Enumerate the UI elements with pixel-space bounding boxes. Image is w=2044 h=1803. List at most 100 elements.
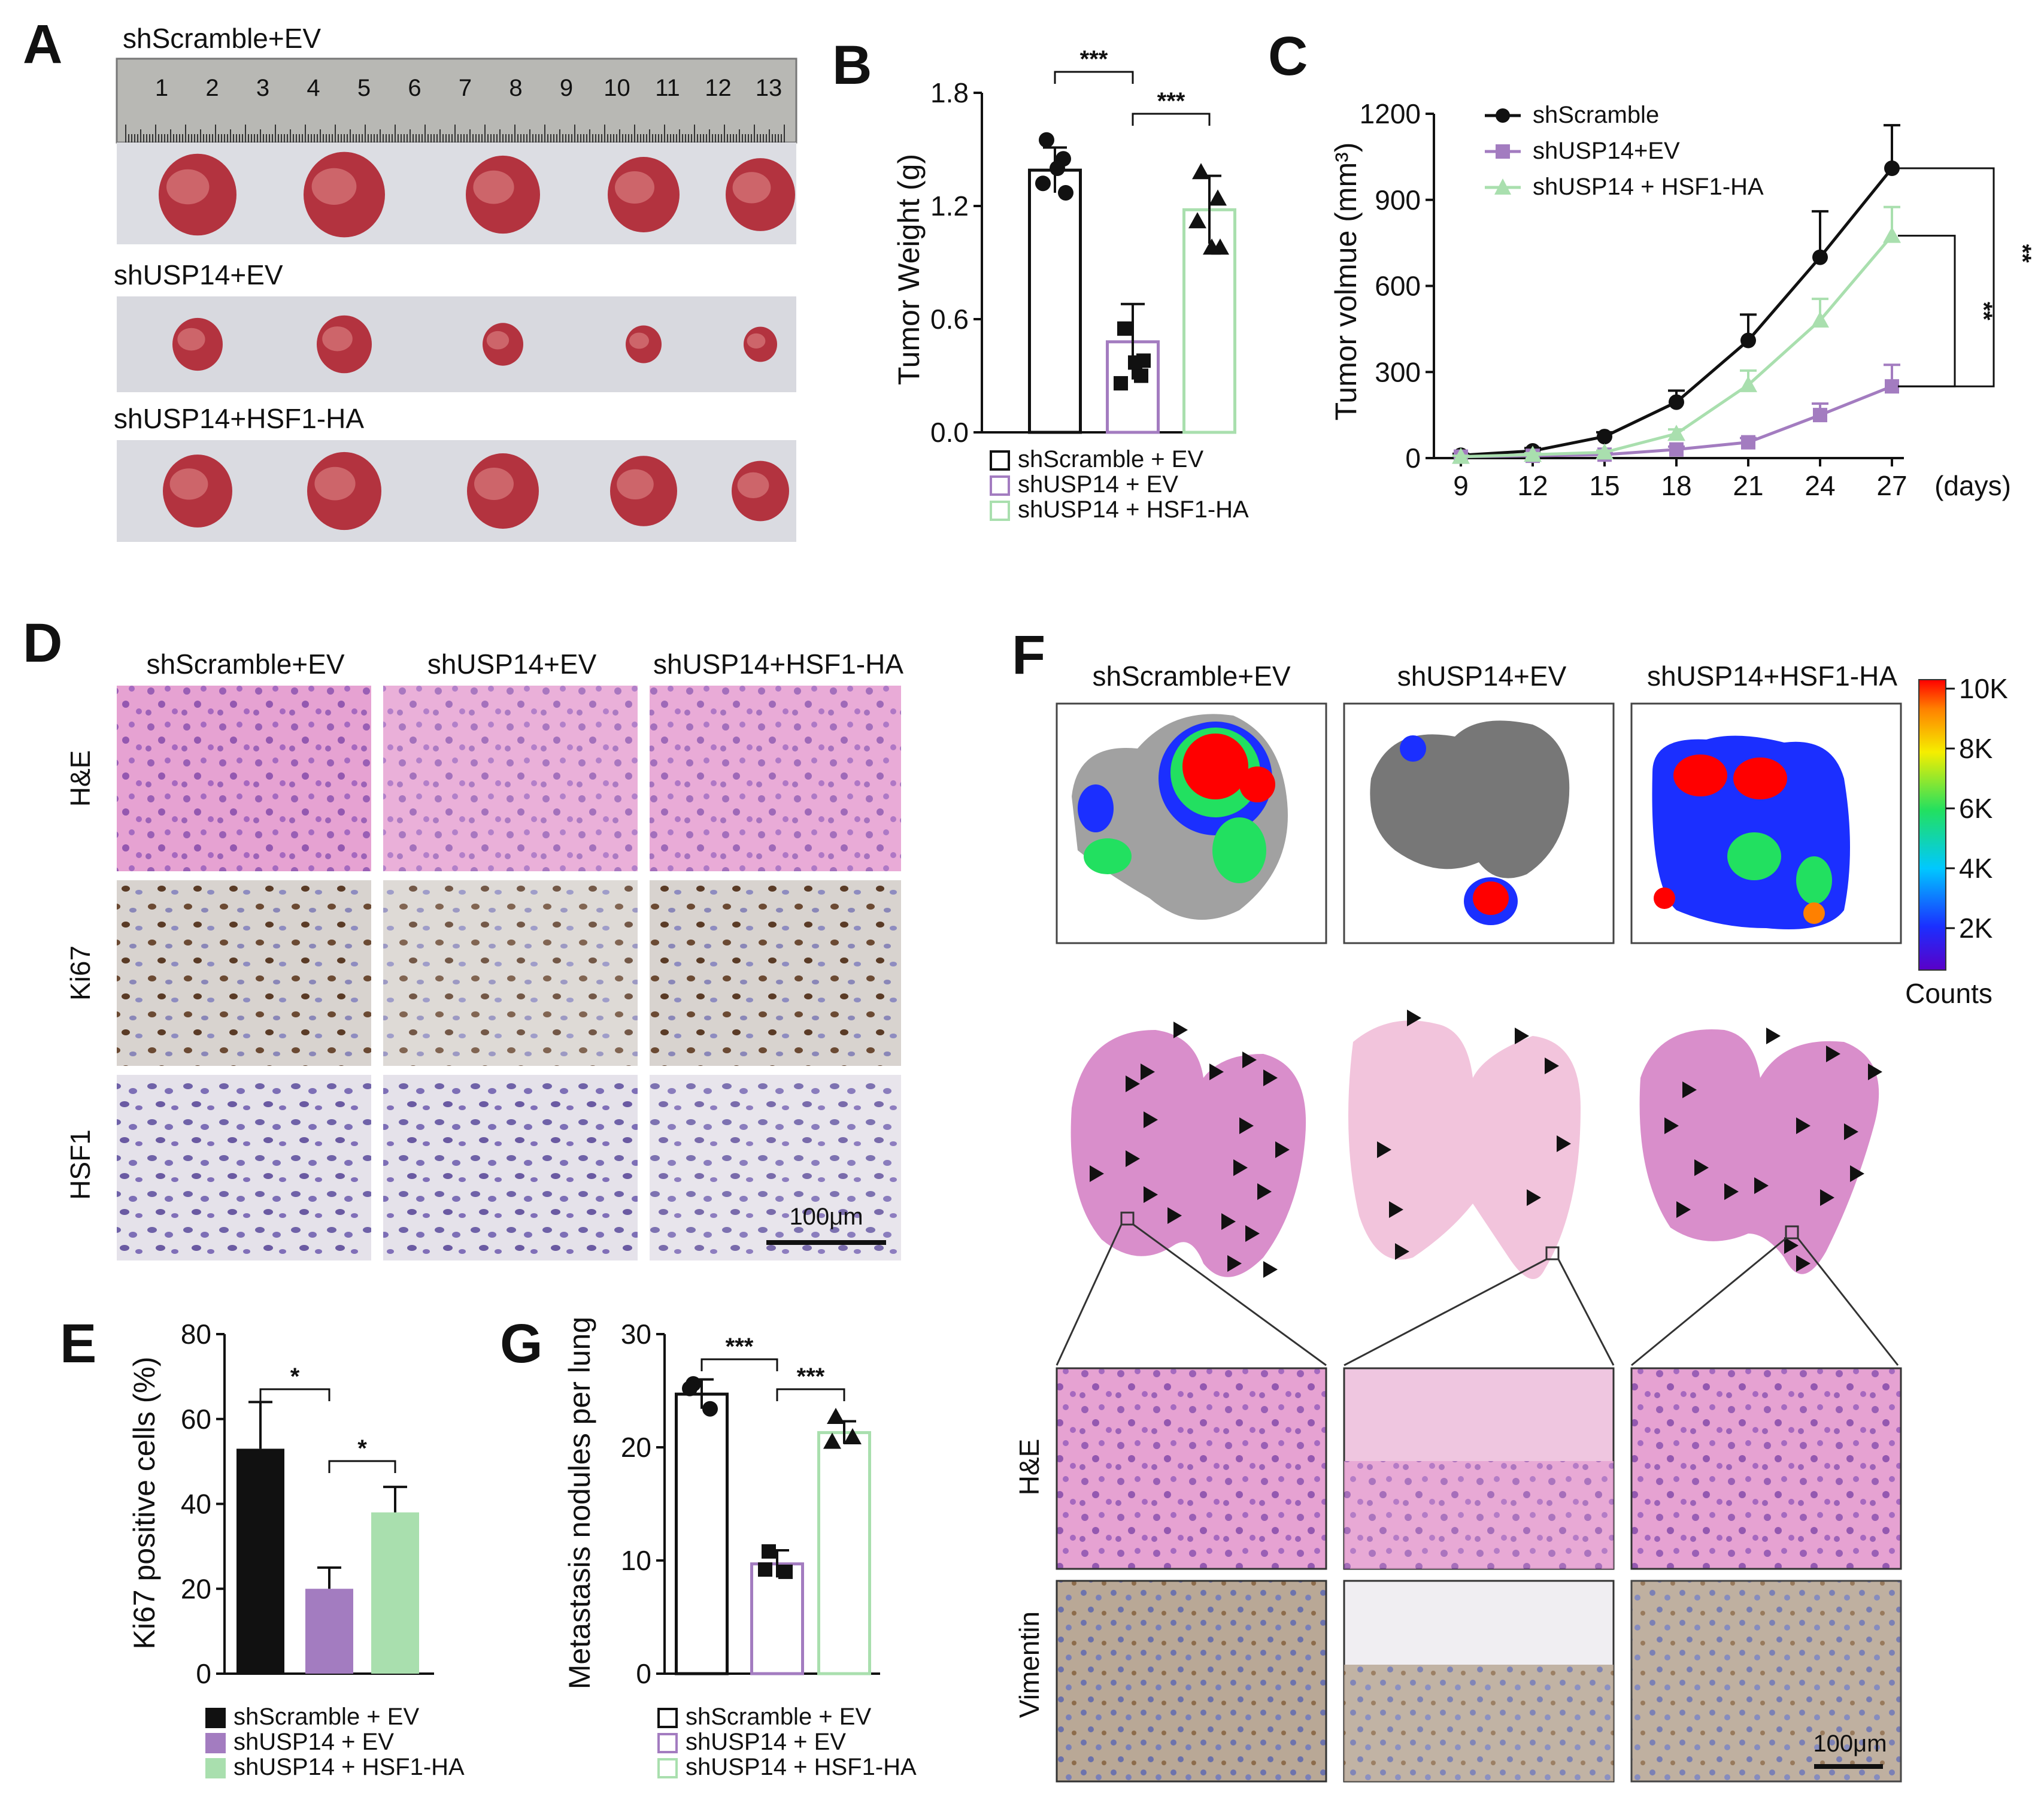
data-point (1597, 429, 1612, 445)
legend-label: shScramble + EV (233, 1704, 419, 1730)
bar (236, 1449, 284, 1674)
metastasis-arrowhead (1796, 1255, 1811, 1272)
metastasis-arrowhead (1515, 1028, 1529, 1044)
f-col-label-1: shScramble+EV (1092, 660, 1290, 692)
x-unit-label: (days) (1934, 470, 2011, 501)
metastasis-arrowhead (1233, 1159, 1248, 1176)
significance-bracket (1054, 71, 1134, 84)
f-col-label-3: shUSP14+HSF1-HA (1647, 660, 1897, 692)
data-point (1035, 175, 1051, 192)
panel-b: B Tumor Weight (g) 0.0 0.6 1.2 1.8 *** *** shS… (832, 35, 1249, 523)
legend-swatch (990, 475, 1010, 496)
significance-label: * (290, 1363, 300, 1390)
data-point (1811, 311, 1829, 328)
data-point (1203, 238, 1221, 255)
d-row-label-ki67: Ki67 (65, 946, 96, 1001)
d-col-label-2: shUSP14+EV (427, 649, 597, 680)
legend-label: shUSP14 + HSF1-HA (686, 1754, 917, 1780)
legend-swatch (657, 1708, 678, 1728)
tumor-highlight (322, 326, 353, 351)
data-point (1739, 375, 1757, 392)
d-row-label-he: H&E (65, 750, 96, 807)
ruler-number: 13 (756, 75, 783, 101)
panel-letter-c: C (1268, 26, 1308, 87)
ylabel-b: Tumor Weight (g) (892, 154, 926, 385)
tumor-highlight (166, 169, 210, 205)
metastasis-arrowhead (1090, 1165, 1104, 1182)
tumor-highlight (615, 171, 654, 204)
legend-label: shUSP14 + HSF1-HA (1018, 496, 1249, 523)
significance-label: * (357, 1435, 367, 1462)
d-image-ki67-3 (650, 880, 901, 1066)
d-image-he-3 (650, 686, 901, 871)
panel-letter-f: F (1012, 625, 1045, 686)
data-point (1050, 160, 1065, 176)
x-tick-label: 15 (1589, 470, 1620, 501)
significance-bracket (1898, 235, 1956, 387)
tumor-highlight (177, 328, 205, 351)
tumor-highlight (617, 469, 654, 499)
significance-bracket (1898, 167, 1995, 387)
y-tick-label: 40 (181, 1489, 211, 1520)
ruler-number: 3 (256, 75, 269, 101)
metastasis-arrowhead (1664, 1117, 1679, 1134)
ylabel-e: Ki67 positive cells (%) (128, 1356, 161, 1649)
x-tick-label: 18 (1661, 470, 1691, 501)
bar (750, 1562, 804, 1675)
d-image-he-1 (117, 686, 371, 871)
tumor-highlight (747, 333, 766, 349)
data-point (1667, 425, 1685, 441)
legend-label: shScramble + EV (1018, 446, 1203, 472)
panel-letter-e: E (60, 1313, 96, 1374)
legend-label: shUSP14 + HSF1-HA (1533, 174, 1764, 200)
d-scale-bar-label: 100μm (789, 1204, 863, 1230)
f-image-vimentin-2-tumor (1344, 1665, 1614, 1781)
legend-marker (1496, 108, 1510, 123)
data-point (758, 1562, 772, 1577)
ruler-number: 10 (604, 75, 630, 101)
data-point (682, 1380, 697, 1396)
metastasis-arrowhead (1820, 1189, 1834, 1206)
data-point (1669, 394, 1684, 410)
y-tick-label: 1.8 (930, 77, 969, 108)
legend-swatch (990, 450, 1010, 471)
f-scale-bar-label: 100μm (1813, 1731, 1887, 1757)
legend-label: shUSP14 + HSF1-HA (233, 1754, 465, 1780)
metastasis-arrowhead (1245, 1225, 1260, 1242)
data-point (827, 1407, 845, 1424)
y-tick-label: 0 (1405, 443, 1421, 474)
panel-e: E Ki67 positive cells (%) 0 20 40 60 80 * * shS… (60, 1313, 465, 1780)
y-tick-label: 20 (181, 1573, 211, 1604)
metastasis-arrowhead (1694, 1159, 1709, 1176)
metastasis-arrowhead (1141, 1063, 1155, 1080)
panel-letter-b: B (832, 35, 872, 96)
metastasis-arrowhead (1263, 1261, 1278, 1278)
ruler-number: 1 (155, 75, 168, 101)
data-point (1058, 184, 1073, 201)
legend-label: shUSP14 + EV (686, 1729, 846, 1755)
f-image-vimentin-3 (1630, 1580, 1902, 1783)
bar (675, 1392, 729, 1675)
legend-swatch (205, 1758, 226, 1778)
metastasis-arrowhead (1263, 1069, 1278, 1086)
metastasis-arrowhead (1144, 1186, 1158, 1203)
metastasis-arrowhead (1527, 1189, 1541, 1206)
y-tick-label: 20 (621, 1432, 651, 1463)
x-tick-label: 9 (1453, 470, 1469, 501)
y-tick-label: 600 (1375, 271, 1421, 302)
panel-letter-g: G (500, 1313, 543, 1374)
significance-label: *** (726, 1334, 754, 1360)
bar (1028, 168, 1082, 434)
f-ivis-image-2 (1343, 702, 1615, 944)
data-point (1524, 446, 1542, 462)
metastasis-arrowhead (1545, 1057, 1559, 1074)
d-row-label-hsf1: HSF1 (65, 1129, 96, 1200)
data-point (1812, 249, 1828, 265)
colorbar-tick-label: 4K (1959, 853, 1993, 884)
data-point (1452, 447, 1470, 464)
significance-bracket (259, 1388, 330, 1401)
f-image-he-3 (1630, 1367, 1902, 1570)
significance-label: *** (1157, 88, 1185, 114)
d-image-ki67-2 (383, 880, 638, 1066)
colorbar-tick-label: 6K (1959, 793, 1993, 824)
